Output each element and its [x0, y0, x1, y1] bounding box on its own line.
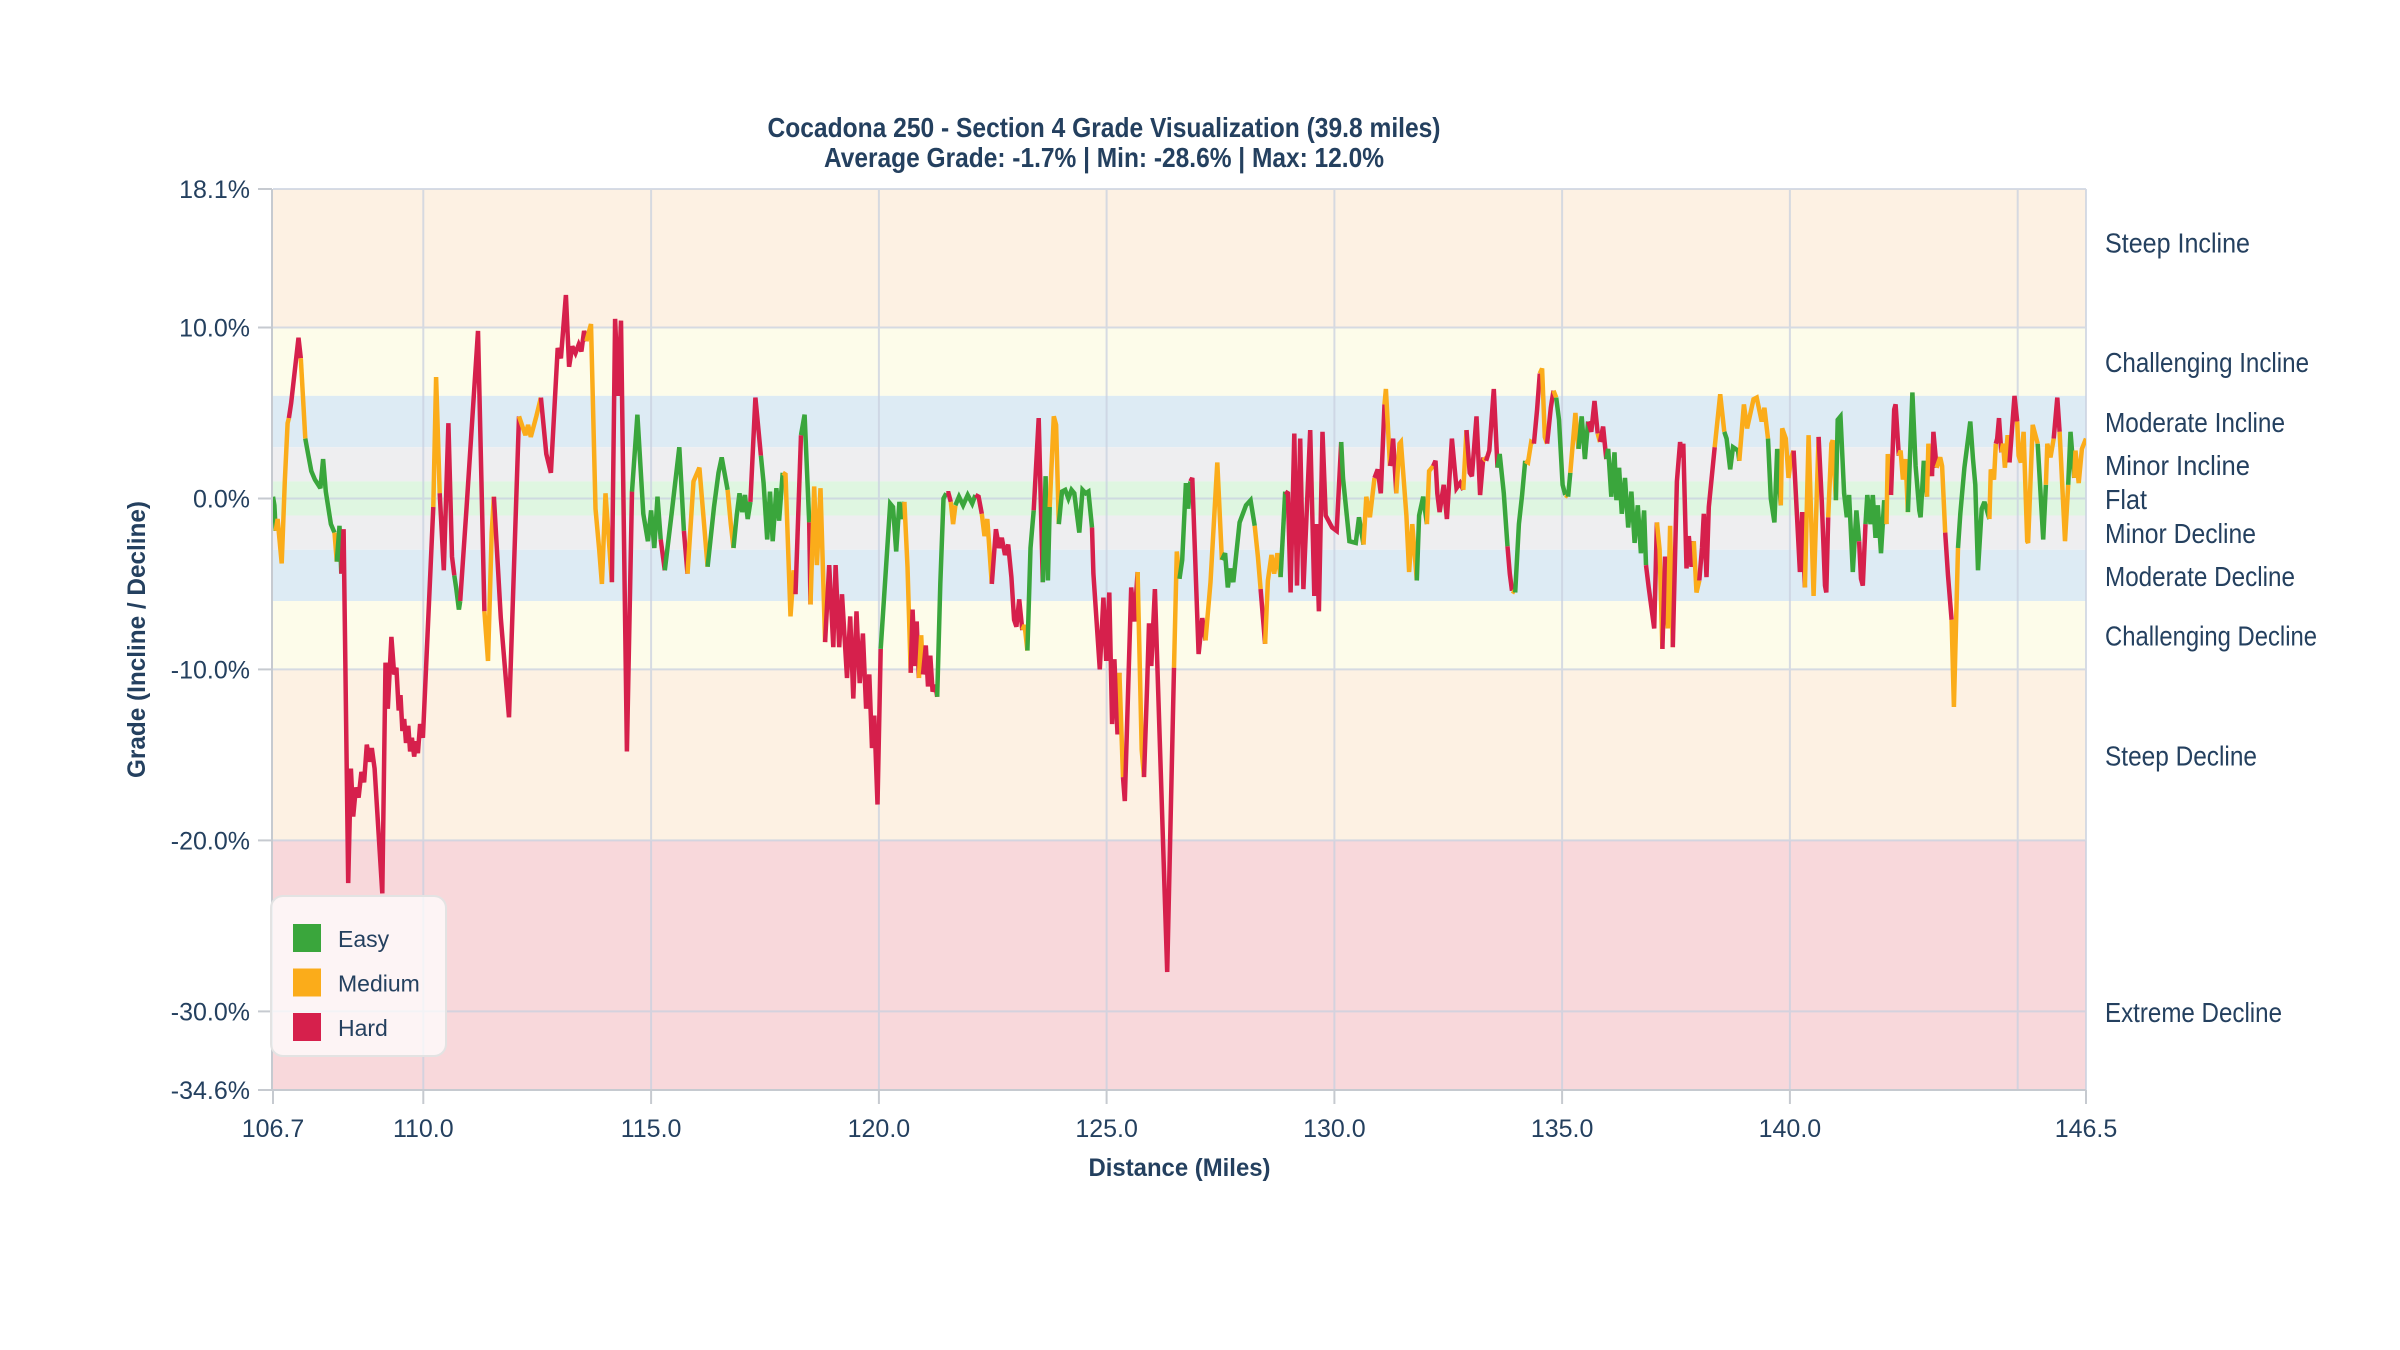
svg-text:Distance (Miles): Distance (Miles) [1089, 1154, 1271, 1182]
svg-text:Moderate Incline: Moderate Incline [2105, 407, 2285, 438]
svg-text:Flat: Flat [2105, 484, 2147, 515]
svg-text:0.0%: 0.0% [193, 486, 250, 514]
svg-text:Challenging Decline: Challenging Decline [2105, 621, 2317, 652]
svg-text:Easy: Easy [338, 926, 390, 952]
svg-text:146.5: 146.5 [2055, 1115, 2118, 1143]
svg-text:18.1%: 18.1% [179, 176, 250, 204]
svg-text:Hard: Hard [338, 1015, 388, 1041]
svg-text:Cocadona 250 - Section 4 Grade: Cocadona 250 - Section 4 Grade Visualiza… [768, 112, 1441, 143]
svg-text:Medium: Medium [338, 971, 420, 997]
svg-text:Steep Decline: Steep Decline [2105, 740, 2257, 771]
svg-text:125.0: 125.0 [1075, 1115, 1138, 1143]
svg-text:120.0: 120.0 [848, 1115, 911, 1143]
svg-text:130.0: 130.0 [1303, 1115, 1366, 1143]
svg-text:10.0%: 10.0% [179, 315, 250, 343]
svg-text:Moderate Decline: Moderate Decline [2105, 561, 2295, 592]
svg-text:Grade (Incline / Decline): Grade (Incline / Decline) [123, 501, 151, 778]
svg-text:135.0: 135.0 [1531, 1115, 1594, 1143]
svg-text:106.7: 106.7 [242, 1115, 305, 1143]
svg-text:-10.0%: -10.0% [171, 656, 250, 684]
svg-text:-30.0%: -30.0% [171, 998, 250, 1026]
svg-text:-34.6%: -34.6% [171, 1077, 250, 1105]
svg-text:Steep Incline: Steep Incline [2105, 228, 2250, 259]
svg-text:Minor Decline: Minor Decline [2105, 518, 2256, 549]
svg-text:Extreme Decline: Extreme Decline [2105, 997, 2282, 1028]
svg-text:140.0: 140.0 [1759, 1115, 1822, 1143]
svg-text:115.0: 115.0 [621, 1115, 682, 1143]
svg-text:Minor Incline: Minor Incline [2105, 450, 2250, 481]
svg-text:110.0: 110.0 [393, 1115, 454, 1143]
svg-text:Challenging Incline: Challenging Incline [2105, 347, 2309, 378]
svg-text:-20.0%: -20.0% [171, 827, 250, 855]
svg-text:Average Grade: -1.7% | Min: -2: Average Grade: -1.7% | Min: -28.6% | Max… [824, 142, 1384, 173]
